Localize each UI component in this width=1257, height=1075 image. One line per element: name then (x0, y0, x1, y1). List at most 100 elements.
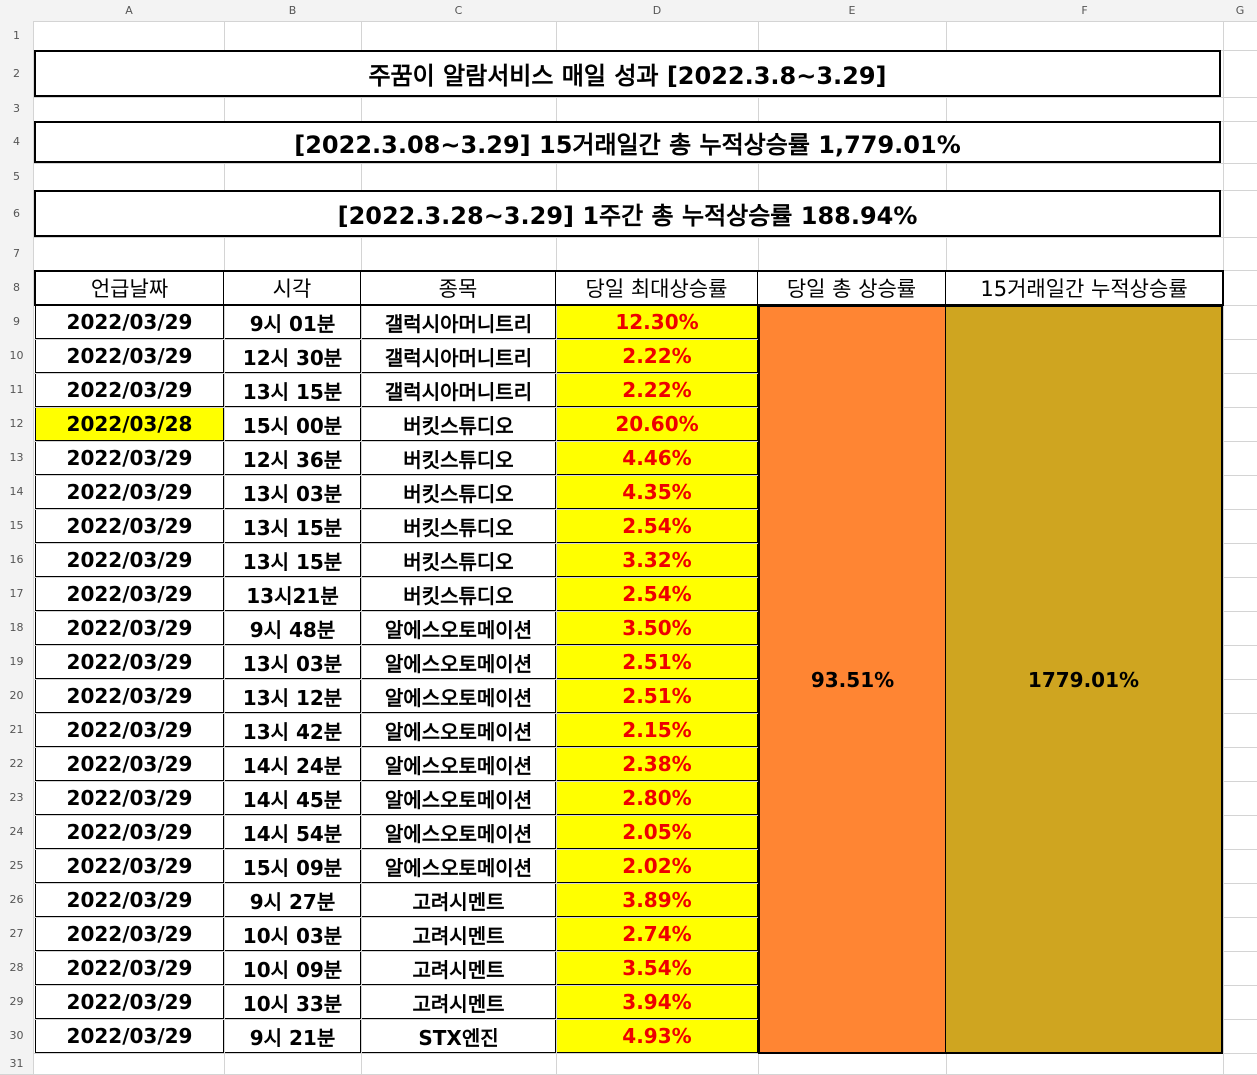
stock-cell[interactable]: 알에스오토메이션 (362, 714, 556, 747)
stock-cell[interactable]: STX엔진 (362, 1020, 556, 1053)
time-cell[interactable]: 10시 03분 (225, 918, 361, 951)
time-cell[interactable]: 9시 48분 (225, 612, 361, 645)
date-cell[interactable]: 2022/03/29 (35, 782, 224, 815)
header-stock[interactable]: 종목 (361, 270, 557, 306)
header-max-rate[interactable]: 당일 최대상승률 (556, 270, 759, 306)
max-rate-cell[interactable]: 3.94% (557, 986, 758, 1019)
time-cell[interactable]: 13시21분 (225, 578, 361, 611)
column-letter[interactable]: G (1235, 4, 1245, 17)
row-number[interactable]: 5 (13, 169, 20, 183)
row-number[interactable]: 31 (9, 1056, 24, 1070)
stock-cell[interactable]: 버킷스튜디오 (362, 510, 556, 543)
stock-cell[interactable]: 갤럭시아머니트리 (362, 340, 556, 373)
row-number[interactable]: 20 (9, 689, 24, 702)
max-rate-cell[interactable]: 2.22% (557, 374, 758, 407)
date-cell[interactable]: 2022/03/29 (35, 340, 224, 373)
stock-cell[interactable]: 버킷스튜디오 (362, 442, 556, 475)
date-cell[interactable]: 2022/03/29 (35, 544, 224, 577)
row-number[interactable]: 24 (9, 825, 24, 838)
row-number[interactable]: 30 (9, 1029, 24, 1042)
time-cell[interactable]: 14시 45분 (225, 782, 361, 815)
max-rate-cell[interactable]: 2.74% (557, 918, 758, 951)
time-cell[interactable]: 14시 54분 (225, 816, 361, 849)
row-number[interactable]: 13 (9, 451, 24, 464)
row-number[interactable]: 23 (9, 791, 24, 804)
row-number[interactable]: 6 (13, 206, 20, 220)
row-number[interactable]: 9 (13, 315, 20, 328)
row-number[interactable]: 25 (9, 859, 24, 872)
stock-cell[interactable]: 갤럭시아머니트리 (362, 374, 556, 407)
stock-cell[interactable]: 알에스오토메이션 (362, 646, 556, 679)
max-rate-cell[interactable]: 12.30% (557, 306, 758, 339)
time-cell[interactable]: 13시 15분 (225, 544, 361, 577)
max-rate-cell[interactable]: 2.80% (557, 782, 758, 815)
max-rate-cell[interactable]: 4.93% (557, 1020, 758, 1053)
time-cell[interactable]: 12시 30분 (225, 340, 361, 373)
max-rate-cell[interactable]: 2.54% (557, 578, 758, 611)
stock-cell[interactable]: 고려시멘트 (362, 952, 556, 985)
row-number[interactable]: 2 (13, 66, 20, 80)
stock-cell[interactable]: 알에스오토메이션 (362, 816, 556, 849)
max-rate-cell[interactable]: 3.54% (557, 952, 758, 985)
row-number[interactable]: 16 (9, 553, 24, 566)
header-date[interactable]: 언급날짜 (34, 270, 225, 306)
stock-cell[interactable]: 알에스오토메이션 (362, 748, 556, 781)
date-cell[interactable]: 2022/03/29 (35, 1020, 224, 1053)
column-letter[interactable]: D (652, 4, 662, 17)
time-cell[interactable]: 15시 00분 (225, 408, 361, 441)
cumulative-total-cell[interactable]: 1779.01% (946, 305, 1223, 1054)
time-cell[interactable]: 10시 09분 (225, 952, 361, 985)
time-cell[interactable]: 13시 42분 (225, 714, 361, 747)
stock-cell[interactable]: 버킷스튜디오 (362, 578, 556, 611)
row-number[interactable]: 8 (13, 280, 20, 294)
row-number[interactable]: 28 (9, 961, 24, 974)
max-rate-cell[interactable]: 2.51% (557, 680, 758, 713)
time-cell[interactable]: 13시 03분 (225, 476, 361, 509)
row-number[interactable]: 3 (13, 102, 20, 115)
date-cell[interactable]: 2022/03/29 (35, 816, 224, 849)
row-number[interactable]: 26 (9, 893, 24, 906)
row-number[interactable]: 19 (9, 655, 24, 668)
max-rate-cell[interactable]: 3.50% (557, 612, 758, 645)
time-cell[interactable]: 13시 12분 (225, 680, 361, 713)
max-rate-cell[interactable]: 2.54% (557, 510, 758, 543)
date-cell[interactable]: 2022/03/29 (35, 306, 224, 339)
max-rate-cell[interactable]: 4.46% (557, 442, 758, 475)
max-rate-cell[interactable]: 2.05% (557, 816, 758, 849)
daily-total-cell[interactable]: 93.51% (758, 305, 947, 1054)
max-rate-cell[interactable]: 2.51% (557, 646, 758, 679)
max-rate-cell[interactable]: 20.60% (557, 408, 758, 441)
date-cell[interactable]: 2022/03/29 (35, 510, 224, 543)
time-cell[interactable]: 9시 21분 (225, 1020, 361, 1053)
stock-cell[interactable]: 고려시멘트 (362, 884, 556, 917)
max-rate-cell[interactable]: 2.38% (557, 748, 758, 781)
row-number[interactable]: 18 (9, 621, 24, 634)
row-number[interactable]: 17 (9, 587, 24, 600)
stock-cell[interactable]: 알에스오토메이션 (362, 782, 556, 815)
time-cell[interactable]: 10시 33분 (225, 986, 361, 1019)
row-number[interactable]: 1 (13, 28, 20, 42)
date-cell[interactable]: 2022/03/29 (35, 646, 224, 679)
row-number[interactable]: 22 (9, 757, 24, 770)
date-cell[interactable]: 2022/03/29 (35, 952, 224, 985)
date-cell[interactable]: 2022/03/29 (35, 680, 224, 713)
max-rate-cell[interactable]: 3.32% (557, 544, 758, 577)
date-cell[interactable]: 2022/03/29 (35, 578, 224, 611)
row-number[interactable]: 29 (9, 995, 24, 1008)
date-cell[interactable]: 2022/03/29 (35, 714, 224, 747)
max-rate-cell[interactable]: 3.89% (557, 884, 758, 917)
date-cell[interactable]: 2022/03/29 (35, 374, 224, 407)
date-cell[interactable]: 2022/03/29 (35, 442, 224, 475)
row-number[interactable]: 7 (13, 246, 20, 260)
max-rate-cell[interactable]: 2.15% (557, 714, 758, 747)
stock-cell[interactable]: 버킷스튜디오 (362, 544, 556, 577)
stock-cell[interactable]: 알에스오토메이션 (362, 680, 556, 713)
time-cell[interactable]: 14시 24분 (225, 748, 361, 781)
date-cell[interactable]: 2022/03/29 (35, 476, 224, 509)
title-banner[interactable]: 주꿈이 알람서비스 매일 성과 [2022.3.8~3.29] (34, 50, 1221, 97)
time-cell[interactable]: 13시 03분 (225, 646, 361, 679)
date-cell[interactable]: 2022/03/29 (35, 612, 224, 645)
row-number[interactable]: 15 (9, 519, 24, 532)
row-number[interactable]: 27 (9, 927, 24, 940)
row-number[interactable]: 10 (9, 349, 24, 362)
